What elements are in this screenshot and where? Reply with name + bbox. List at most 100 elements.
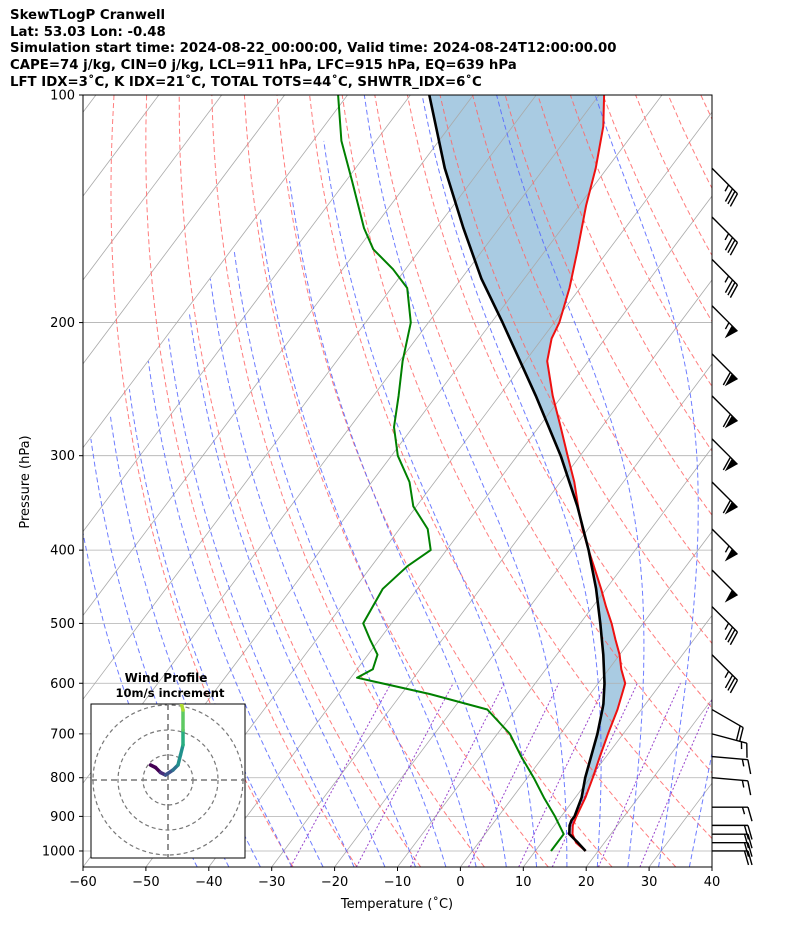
y-tick-label: 300	[50, 449, 75, 464]
dry-adiabat-line	[243, 95, 549, 867]
mixing-ratio-line	[468, 683, 560, 867]
isotherm-line	[648, 782, 712, 867]
y-tick-label: 400	[50, 544, 75, 559]
barb-staff	[711, 481, 738, 508]
moist-adiabat-line	[594, 95, 699, 867]
moist-adiabat-line	[209, 278, 416, 867]
y-tick-label: 600	[50, 677, 75, 692]
barb-half	[724, 275, 730, 283]
barb-full	[743, 842, 750, 857]
x-tick-label: 40	[704, 875, 721, 890]
moist-adiabat-line	[496, 95, 645, 867]
barb-full	[729, 284, 739, 298]
moist-adiabat-line	[720, 95, 794, 867]
barb-staff	[711, 216, 738, 243]
y-tick-label: 500	[50, 617, 75, 632]
wind-barb	[711, 216, 739, 256]
moist-adiabat-line	[259, 216, 477, 867]
y-tick-label: 100	[50, 89, 75, 104]
wind-barb	[711, 777, 752, 796]
barb-full	[735, 725, 741, 741]
dry-adiabat-line	[406, 95, 712, 709]
barb-flag	[724, 501, 738, 515]
barb-flag	[724, 325, 738, 339]
barb-half	[724, 670, 730, 679]
x-axis-label: Temperature (˚C)	[340, 896, 453, 912]
dry-adiabat-line	[602, 95, 712, 323]
wind-barb	[711, 438, 738, 472]
temperature-profile	[546, 95, 627, 852]
barb-full	[747, 842, 753, 857]
hodograph-segment	[179, 704, 185, 712]
barb-full	[747, 780, 752, 796]
x-tick-label: 10	[515, 875, 532, 890]
dry-adiabat-line	[110, 95, 294, 867]
barb-full	[727, 190, 736, 205]
wind-barb	[711, 353, 738, 387]
barb-half	[741, 759, 745, 767]
title-location: Lat: 53.03 Lon: -0.48	[10, 24, 166, 40]
barb-full	[743, 825, 750, 840]
parcel-profile	[428, 95, 606, 852]
barb-full	[747, 850, 753, 866]
moist-adiabat-line	[323, 140, 538, 867]
barb-full	[724, 674, 734, 689]
isotherm-line	[208, 195, 712, 867]
barb-full	[724, 237, 734, 251]
barb-full	[727, 677, 736, 691]
barb-full	[724, 279, 734, 293]
barb-half	[724, 184, 730, 192]
dry-adiabat-line	[537, 95, 712, 452]
barb-flag	[724, 373, 738, 387]
barb-half	[724, 622, 730, 630]
dry-adiabat-line	[635, 95, 712, 257]
isotherm-line	[711, 866, 712, 867]
barb-full	[722, 413, 731, 428]
dewpoint-profile	[337, 95, 565, 852]
wind-barb	[711, 708, 744, 742]
barb-staff	[711, 167, 738, 195]
title-indices-1: CAPE=74 j/kg, CIN=0 j/kg, LCL=911 hPa, L…	[10, 58, 517, 74]
barb-full	[729, 242, 739, 256]
mixing-ratio-line	[639, 698, 712, 867]
wind-barb	[712, 850, 753, 866]
chart-header: SkewTLogP Cranwell Lat: 53.03 Lon: -0.48…	[10, 8, 617, 92]
barb-full	[727, 282, 736, 296]
barb-staff	[711, 438, 738, 465]
isotherm-line	[397, 446, 712, 867]
barb-half	[724, 545, 730, 553]
wind-barb	[711, 606, 739, 646]
barb-full	[729, 679, 739, 694]
isotherm-line	[83, 95, 474, 617]
barb-staff	[711, 395, 738, 422]
hodograph-subtitle: 10m/s increment	[116, 686, 225, 700]
barb-full	[727, 239, 736, 254]
wind-barb	[711, 569, 738, 603]
barb-full	[722, 371, 731, 386]
isotherm-line	[522, 614, 712, 867]
barb-full	[743, 833, 750, 849]
barb-full	[747, 806, 753, 822]
barb-full	[724, 626, 734, 641]
wind-barb	[711, 755, 752, 775]
wind-barb	[711, 305, 738, 339]
dry-adiabat-line	[472, 95, 712, 580]
barb-staff	[711, 606, 738, 633]
dry-adiabat-line	[211, 95, 485, 867]
wind-barb	[712, 824, 753, 840]
barb-full	[722, 456, 731, 471]
barb-flag	[724, 458, 738, 472]
barb-full	[727, 629, 736, 643]
barb-half	[724, 233, 730, 241]
isotherm-line	[83, 95, 97, 113]
barb-full	[747, 825, 753, 840]
x-tick-label: 20	[578, 875, 595, 890]
moist-adiabat-line	[189, 314, 386, 867]
dry-adiabat-line	[374, 95, 712, 774]
dry-adiabat-line	[733, 95, 794, 867]
isotherm-line	[83, 95, 285, 365]
mixing-ratio-line	[409, 683, 505, 867]
wind-barb	[711, 481, 738, 515]
barb-staff	[711, 777, 748, 782]
